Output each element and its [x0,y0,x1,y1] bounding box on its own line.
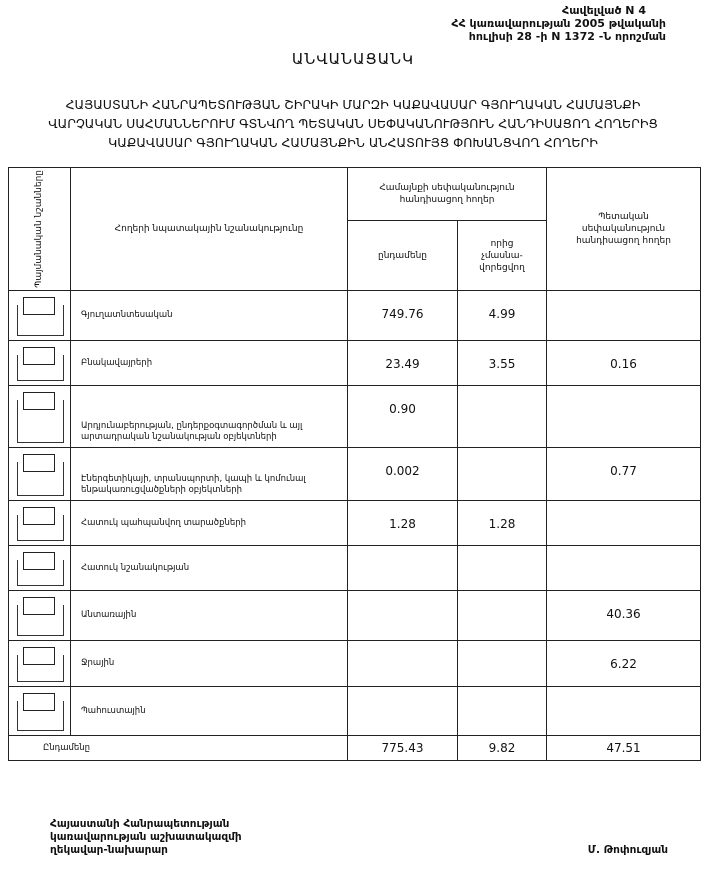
community-total: 0.90 [347,385,458,448]
state-land: 40.36 [546,590,701,641]
signer-title-3: ղեկավար-նախարար [50,844,168,856]
table-row: Ջրային 6.22 [8,640,701,687]
community-of-which [457,545,547,591]
land-table: Պայմանական նշանները Հողերի նպատակային նշ… [8,167,701,761]
community-total [347,545,458,591]
state-land [546,500,701,546]
community-of-which [457,385,547,448]
legend-symbol-icon [23,454,55,472]
community-of-which [457,640,547,687]
bracket-shape [17,305,64,336]
totals-of-which: 9.82 [457,735,547,761]
land-purpose: Արդյունաբերության, ընդերքօգտագործման և ա… [70,385,348,448]
community-total [347,640,458,687]
totals-state: 47.51 [546,735,701,761]
bracket-shape [17,655,64,682]
legend-symbol-cell [8,385,71,448]
totals-row: Ընդամենը 775.43 9.82 47.51 [8,735,701,761]
header-purpose: Հողերի նպատակային նշանակությունը [70,167,348,291]
header-symbols: Պայմանական նշանները [8,167,71,291]
state-land [546,385,701,448]
signer-title-2: կառավարության աշխատակազմի [50,831,242,843]
community-total [347,686,458,736]
document-title: ԱՆՎԱՆԱՑԱՆԿ [291,50,415,68]
state-land [546,545,701,591]
legend-symbol-icon [23,507,55,525]
table-row: Էներգետիկայի, տրանսպորտի, կապի և կոմունա… [8,447,701,501]
land-purpose: Բնակավայրերի [70,340,348,386]
legend-symbol-icon [23,552,55,570]
legend-symbol-cell [8,340,71,386]
bracket-shape [17,515,64,541]
community-of-which [457,447,547,501]
land-purpose: Ջրային [70,640,348,687]
legend-symbol-cell [8,447,71,501]
bracket-shape [17,605,64,636]
legend-symbol-icon [23,597,55,615]
bracket-shape [17,701,64,731]
table-row: Պահուստային [8,686,701,736]
legend-symbol-icon [23,647,55,665]
annex-reference: Հավելված N 4 ՀՀ կառավարության 2005 թվակա… [451,4,666,43]
state-land: 6.22 [546,640,701,687]
table-row: Գյուղատնտեսական 749.76 4.99 [8,290,701,341]
land-purpose: Հատուկ նշանակության [70,545,348,591]
land-purpose: Էներգետիկայի, տրանսպորտի, կապի և կոմունա… [70,447,348,501]
state-land [546,686,701,736]
totals-label: Ընդամենը [8,735,348,761]
legend-symbol-icon [23,693,55,711]
bracket-shape [17,355,64,381]
land-purpose: Հատուկ պահպանվող տարածքների [70,500,348,546]
bracket-shape [17,560,64,586]
land-purpose: Գյուղատնտեսական [70,290,348,341]
totals-community: 775.43 [347,735,458,761]
community-total: 749.76 [347,290,458,341]
community-of-which [457,590,547,641]
legend-symbol-cell [8,590,71,641]
community-of-which: 3.55 [457,340,547,386]
table-row: Անտառային 40.36 [8,590,701,641]
legend-symbol-icon [23,297,55,315]
community-of-which [457,686,547,736]
header-state: Պետական սեփականություն հանդիսացող հողեր [546,167,701,291]
document-subtitle: ՀԱՅԱՍՏԱՆԻ ՀԱՆՐԱՊԵՏՈՒԹՅԱՆ ՇԻՐԱԿԻ ՄԱՐԶԻ ԿԱ… [48,97,658,150]
header-total: ընդամենը [347,220,458,291]
community-total [347,590,458,641]
community-of-which: 4.99 [457,290,547,341]
header-of-which: որից չմասնա-վորեցվող [457,220,547,291]
signatory-name: Մ. Թոփուզյան [587,844,668,856]
land-purpose: Պահուստային [70,686,348,736]
table-row: Արդյունաբերության, ընդերքօգտագործման և ա… [8,385,701,448]
annex-date: հուլիսի 28 -ի N 1372 -Ն որոշման [468,30,666,43]
state-land: 0.77 [546,447,701,501]
state-land [546,290,701,341]
annex-decree: ՀՀ կառավարության 2005 թվականի [451,17,666,30]
table-row: Հատուկ պահպանվող տարածքների 1.28 1.28 [8,500,701,546]
land-purpose: Անտառային [70,590,348,641]
annex-number: Հավելված N 4 [562,4,646,17]
signature-block: Հայաստանի Հանրապետության կառավարության ա… [50,818,242,857]
legend-symbol-icon [23,347,55,365]
table-row: Հատուկ նշանակության [8,545,701,591]
bracket-shape [17,462,64,496]
legend-symbol-icon [23,392,55,410]
community-total: 23.49 [347,340,458,386]
community-of-which: 1.28 [457,500,547,546]
community-total: 1.28 [347,500,458,546]
bracket-shape [17,400,64,443]
legend-symbol-cell [8,290,71,341]
legend-symbol-cell [8,500,71,546]
legend-symbol-cell [8,640,71,687]
signer-title-1: Հայաստանի Հանրապետության [50,818,230,830]
legend-symbol-cell [8,545,71,591]
header-community: Համայնքի սեփականություն հանդիսացող հողեր [347,167,547,221]
legend-symbol-cell [8,686,71,736]
table-row: Բնակավայրերի 23.49 3.55 0.16 [8,340,701,386]
state-land: 0.16 [546,340,701,386]
community-total: 0.002 [347,447,458,501]
